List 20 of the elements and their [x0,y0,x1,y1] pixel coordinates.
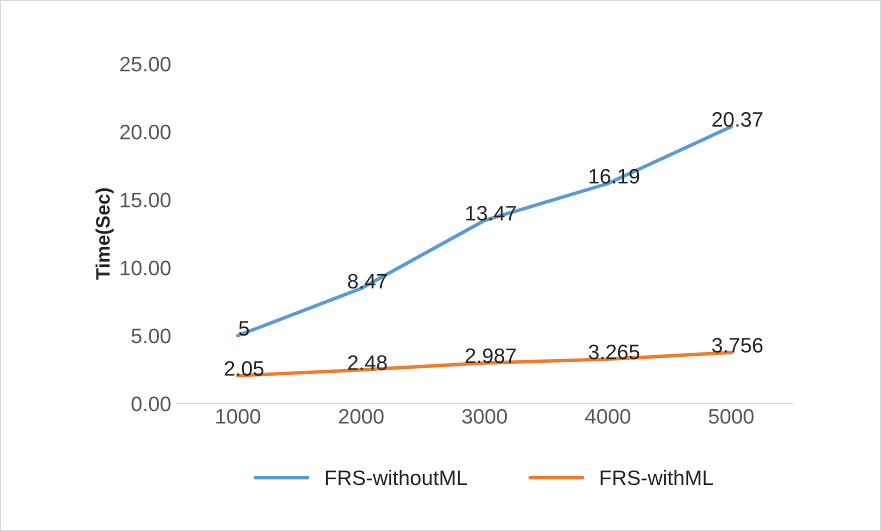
data-label: 20.37 [712,112,762,127]
legend-label: FRS-withoutML [326,470,468,486]
data-label: 2.05 [224,361,264,376]
y-tick-label: 0.00 [132,396,171,412]
legend-label: FRS-withML [600,470,713,486]
y-tick-label: 25.00 [120,56,171,72]
x-tick-label: 4000 [585,408,630,424]
y-tick-label: 20.00 [120,124,171,140]
x-tick-label: 3000 [462,408,507,424]
y-tick-label: 10.00 [120,260,171,276]
x-tick-label: 2000 [339,408,384,424]
x-tick-label: 5000 [708,408,754,424]
data-label: 3.265 [588,344,640,360]
data-label: 2.48 [348,355,387,370]
x-tick-label: 1000 [216,408,260,424]
data-label: 2.987 [466,348,516,364]
y-tick-label: 5.00 [132,328,171,344]
data-label: 3.756 [712,338,763,353]
y-axis-title: Time(Sec) [96,188,114,280]
y-tick-label: 15.00 [120,192,171,208]
